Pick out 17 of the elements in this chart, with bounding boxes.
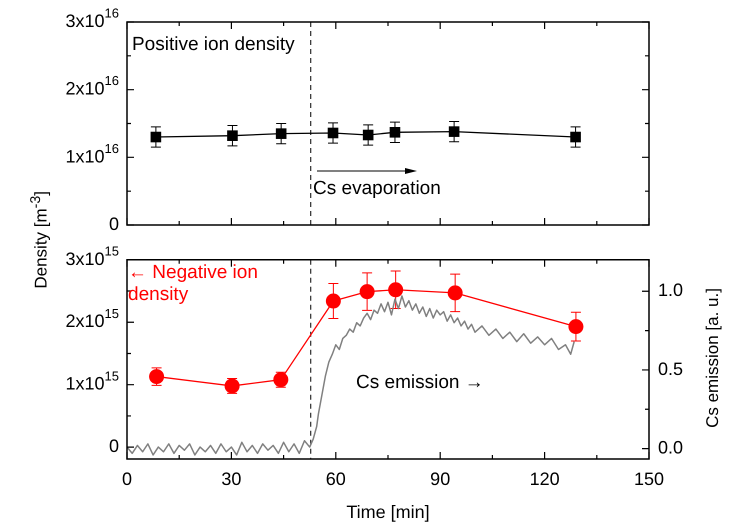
x-tick-label: 60 xyxy=(326,468,346,489)
x-tick-label: 120 xyxy=(530,468,560,489)
annotation: Cs evaporation xyxy=(313,178,441,200)
y2-axis-title: Cs emission [a. u.] xyxy=(702,288,723,428)
y2-tick-label: 1.0 xyxy=(658,280,684,300)
y-tick-label: 0 xyxy=(108,214,120,234)
series-label: Cs emission → xyxy=(356,372,484,394)
y-tick-label: 0 xyxy=(108,436,120,456)
x-tick-label: 90 xyxy=(430,468,450,489)
y2-tick-label: 0.5 xyxy=(658,358,684,379)
x-axis-title: Time [min] xyxy=(346,502,430,522)
x-tick-label: 0 xyxy=(122,468,132,489)
legend-label: Positive ion density xyxy=(132,34,295,56)
y2-tick-label: 0.0 xyxy=(658,438,684,458)
x-tick-label: 150 xyxy=(634,468,664,489)
x-tick-label: 30 xyxy=(221,468,242,489)
text: ← Negative ion density xyxy=(128,262,259,306)
